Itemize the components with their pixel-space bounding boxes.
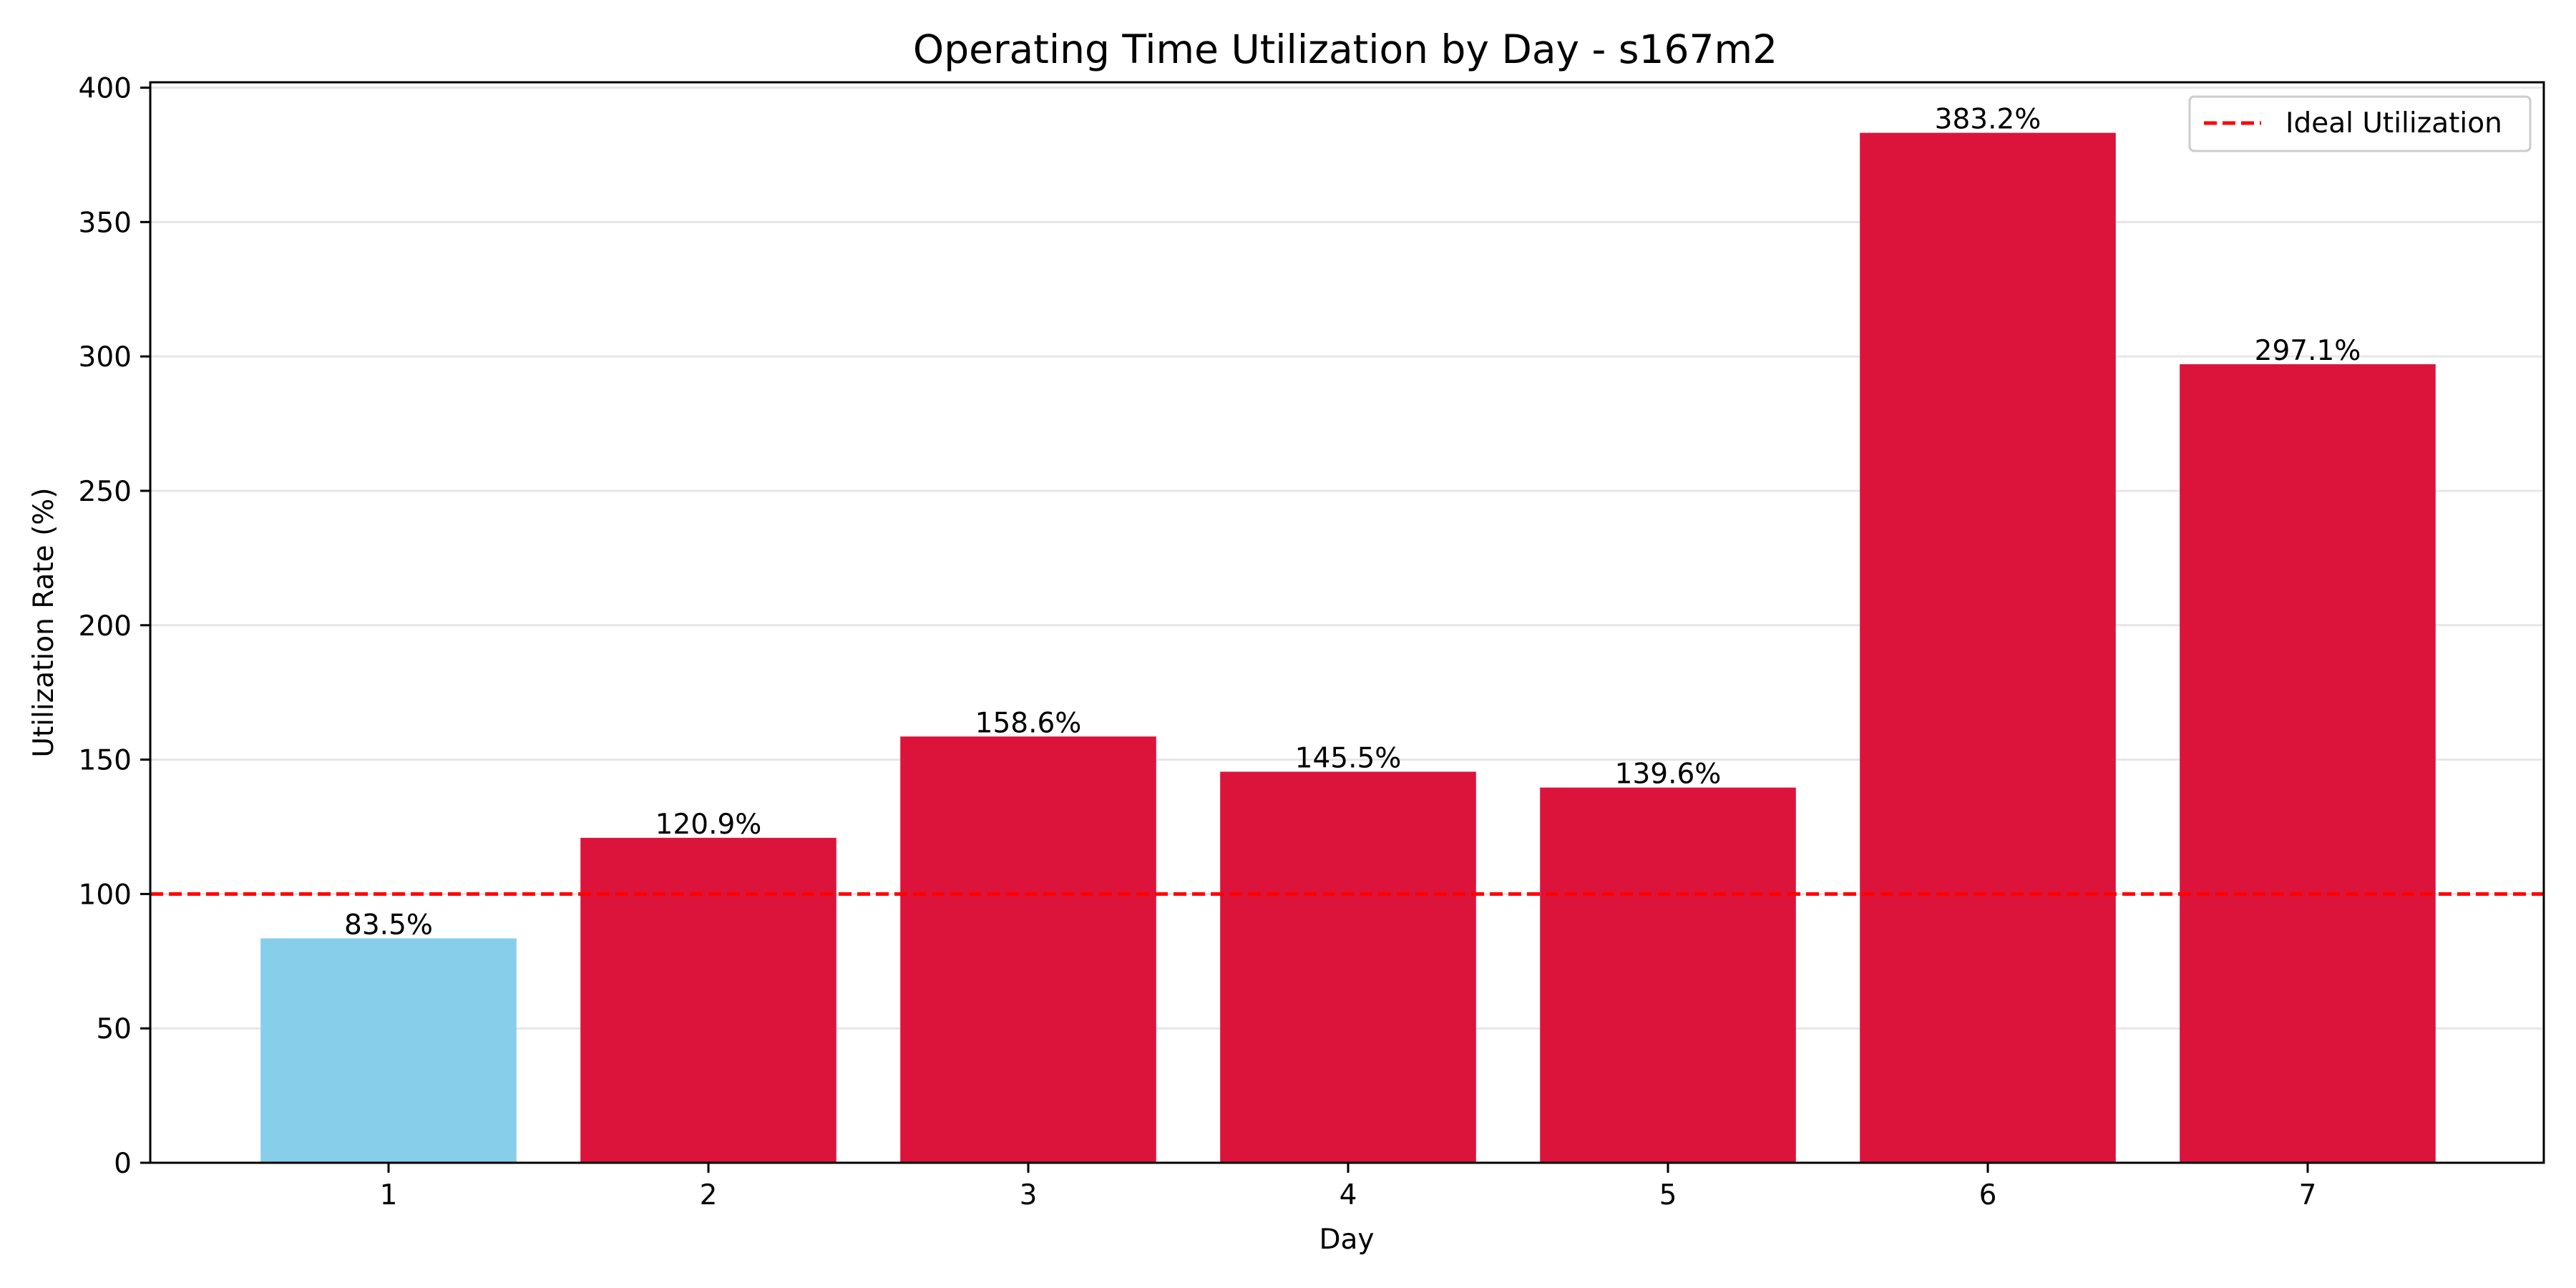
bar-value-labels: 83.5% 120.9% 158.6% 145.5% 139.6% 383.2% 297.1… — [344, 104, 2361, 942]
x-tick-label: 1 — [380, 1179, 398, 1211]
legend-box — [2188, 95, 2532, 152]
y-tick-label: 150 — [79, 745, 132, 777]
y-tick-label: 50 — [96, 1013, 132, 1045]
bar-day-1 — [260, 938, 517, 1163]
x-tick-label: 5 — [1659, 1179, 1677, 1211]
y-axis-ticks: 0 50 100 150 200 250 300 350 400 — [79, 73, 150, 1180]
legend-label-ideal-utilization: Ideal Utilization — [2285, 107, 2502, 140]
bar-value-label: 83.5% — [344, 909, 433, 941]
y-tick-label: 300 — [79, 341, 132, 374]
x-axis-label: Day — [1319, 1224, 1374, 1256]
bar-value-label: 139.6% — [1615, 758, 1722, 791]
x-tick-label: 2 — [700, 1179, 718, 1211]
legend: Ideal Utilization — [2188, 95, 2532, 152]
y-tick-label: 400 — [79, 73, 132, 105]
bar-day-7 — [2180, 364, 2436, 1163]
y-tick-label: 200 — [79, 610, 132, 643]
x-tick-label: 3 — [1020, 1179, 1038, 1211]
bar-value-label: 145.5% — [1295, 742, 1402, 774]
y-tick-label: 100 — [79, 879, 132, 911]
y-tick-label: 0 — [114, 1148, 132, 1180]
chart-title: Operating Time Utilization by Day - s167… — [913, 26, 1777, 72]
bar-day-5 — [1540, 787, 1796, 1163]
y-tick-label: 350 — [79, 207, 132, 239]
bar-day-6 — [1860, 132, 2116, 1163]
x-tick-label: 4 — [1340, 1179, 1357, 1211]
x-tick-label: 6 — [1979, 1179, 1997, 1211]
bar-day-3 — [900, 736, 1156, 1163]
y-axis-label: Utilization Rate (%) — [28, 487, 60, 757]
bars — [260, 132, 2436, 1163]
bar-value-label: 158.6% — [975, 707, 1082, 739]
y-tick-label: 250 — [79, 476, 132, 508]
bar-day-2 — [580, 837, 836, 1163]
bar-value-label: 297.1% — [2255, 335, 2361, 367]
x-axis-ticks: 1 2 3 4 5 6 7 — [380, 1163, 2317, 1211]
bar-day-4 — [1220, 771, 1476, 1163]
bar-value-label: 383.2% — [1935, 104, 2041, 136]
bar-value-label: 120.9% — [655, 809, 762, 841]
x-tick-label: 7 — [2299, 1179, 2317, 1211]
